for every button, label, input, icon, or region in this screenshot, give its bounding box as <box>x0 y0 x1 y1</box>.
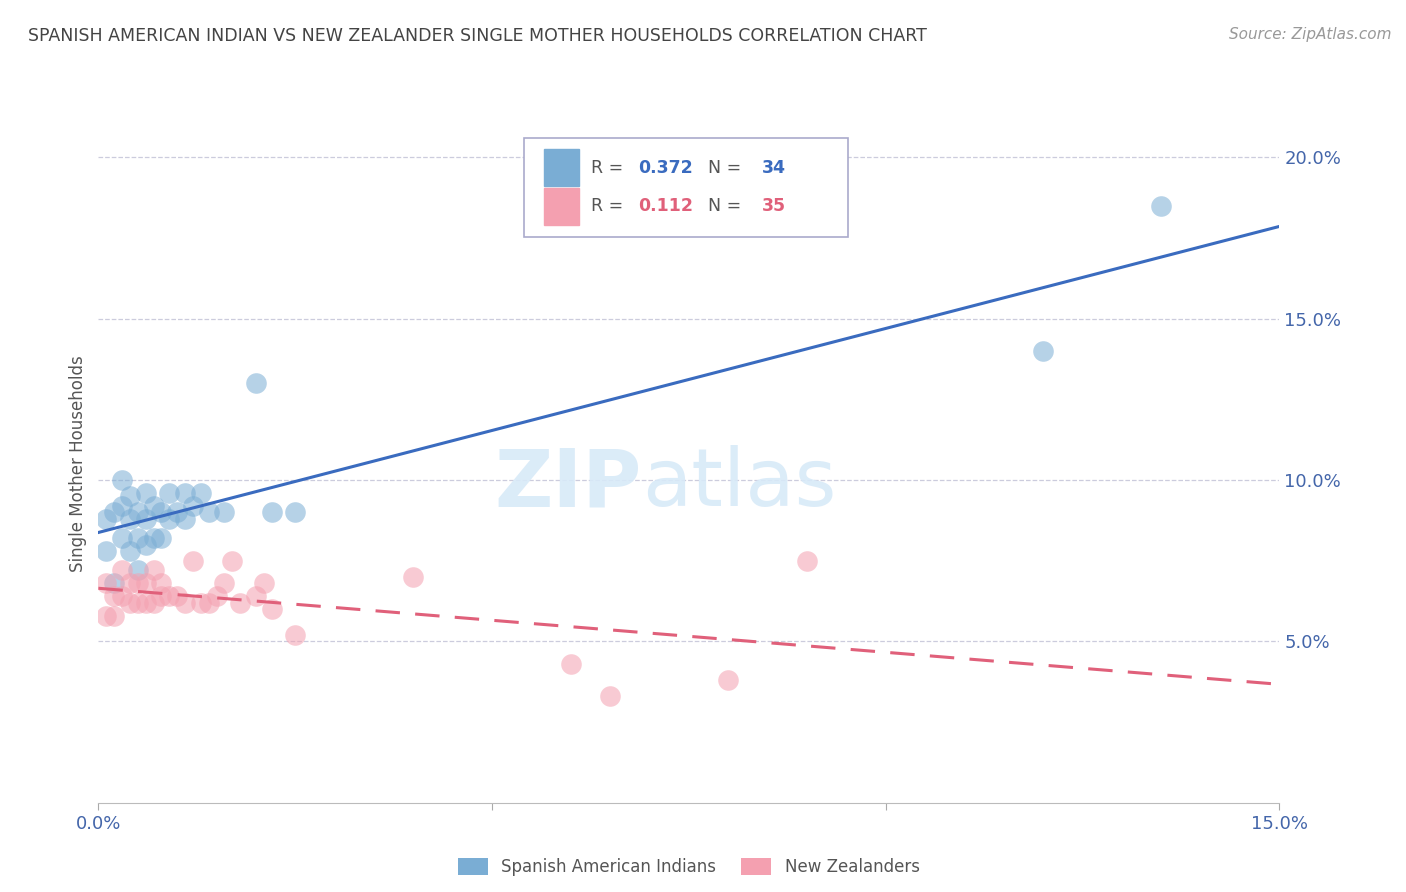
Point <box>284 505 307 519</box>
Point <box>190 596 212 610</box>
Point <box>118 596 141 610</box>
Point <box>150 589 173 603</box>
Text: 0.372: 0.372 <box>638 159 693 177</box>
Point <box>96 544 118 558</box>
Point <box>118 576 141 591</box>
Text: Source: ZipAtlas.com: Source: ZipAtlas.com <box>1229 27 1392 42</box>
Text: SPANISH AMERICAN INDIAN VS NEW ZEALANDER SINGLE MOTHER HOUSEHOLDS CORRELATION CH: SPANISH AMERICAN INDIAN VS NEW ZEALANDER… <box>28 27 927 45</box>
Point <box>142 596 165 610</box>
Point <box>118 489 141 503</box>
Point <box>135 576 157 591</box>
Point <box>166 589 188 603</box>
Point <box>717 673 740 687</box>
Point <box>96 608 118 623</box>
FancyBboxPatch shape <box>523 138 848 236</box>
Point <box>245 376 267 391</box>
Point <box>1032 343 1054 358</box>
Point <box>205 589 228 603</box>
Text: N =: N = <box>697 197 747 215</box>
Point <box>103 576 125 591</box>
Point <box>166 505 188 519</box>
Point <box>174 596 197 610</box>
Point <box>221 554 243 568</box>
Point <box>96 512 118 526</box>
Point <box>174 512 197 526</box>
Y-axis label: Single Mother Households: Single Mother Households <box>69 356 87 572</box>
Point <box>402 570 425 584</box>
Point <box>560 657 582 671</box>
Point <box>135 537 157 551</box>
Point <box>103 589 125 603</box>
Point <box>190 486 212 500</box>
Point <box>111 473 134 487</box>
Point <box>142 563 165 577</box>
Point <box>157 512 180 526</box>
Point <box>103 608 125 623</box>
Point <box>142 499 165 513</box>
Point <box>284 628 307 642</box>
Text: R =: R = <box>591 197 628 215</box>
Point <box>111 499 134 513</box>
Point <box>135 486 157 500</box>
Point <box>127 563 149 577</box>
Point <box>127 576 149 591</box>
Point <box>111 589 134 603</box>
Point <box>150 505 173 519</box>
Text: ZIP: ZIP <box>495 445 641 524</box>
Point <box>118 544 141 558</box>
Point <box>245 589 267 603</box>
Point <box>229 596 252 610</box>
Text: N =: N = <box>697 159 747 177</box>
Text: R =: R = <box>591 159 628 177</box>
Point <box>150 576 173 591</box>
Point <box>118 512 141 526</box>
Point <box>111 563 134 577</box>
Text: atlas: atlas <box>641 445 837 524</box>
Point <box>253 576 276 591</box>
Point <box>150 531 173 545</box>
Point <box>796 554 818 568</box>
Text: 34: 34 <box>762 159 786 177</box>
Point <box>127 505 149 519</box>
Point <box>142 531 165 545</box>
Point <box>181 554 204 568</box>
Point <box>96 576 118 591</box>
Point <box>1150 198 1173 212</box>
Point <box>214 576 236 591</box>
Text: 0.112: 0.112 <box>638 197 693 215</box>
Point <box>260 505 283 519</box>
Point <box>599 690 621 704</box>
Point <box>135 512 157 526</box>
Point <box>260 602 283 616</box>
Point <box>157 486 180 500</box>
Point <box>174 486 197 500</box>
Point <box>127 531 149 545</box>
Bar <box>544 187 579 225</box>
Point <box>157 589 180 603</box>
Text: 35: 35 <box>762 197 786 215</box>
Point <box>111 531 134 545</box>
Point <box>135 596 157 610</box>
Legend: Spanish American Indians, New Zealanders: Spanish American Indians, New Zealanders <box>451 851 927 882</box>
Bar <box>544 149 579 186</box>
Point <box>197 596 219 610</box>
Point <box>214 505 236 519</box>
Point <box>197 505 219 519</box>
Point <box>127 596 149 610</box>
Point <box>181 499 204 513</box>
Point <box>103 505 125 519</box>
